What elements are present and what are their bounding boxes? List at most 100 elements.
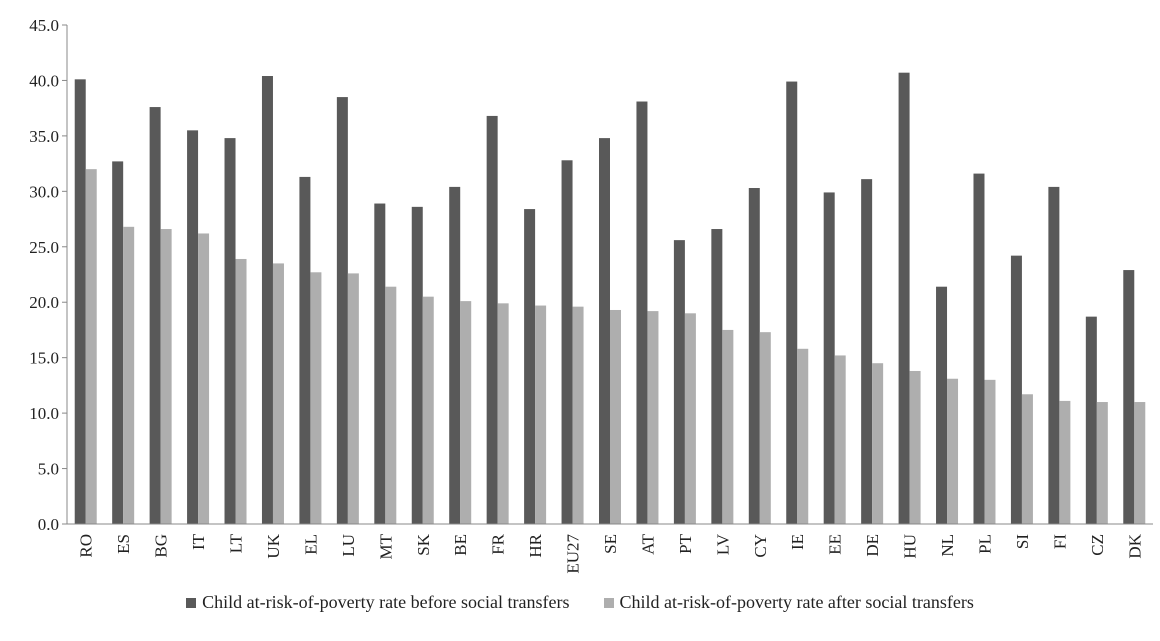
bar-after-IE [797,348,809,524]
bar-before-FI [1048,186,1060,525]
bar-after-RO [85,169,97,524]
bar-before-CZ [1085,316,1097,524]
x-tick-label-BE: BE [451,534,470,556]
x-tick-label-EE: EE [826,534,845,555]
y-axis: 0.0 5.0 10.0 15.0 20.0 25.0 30.0 35.0 40.0 45.0 [29,16,68,534]
bar-after-PT [684,313,696,524]
x-tick-label-NL: NL [938,534,957,557]
bar-after-CY [759,332,771,524]
bar-before-CY [748,188,760,525]
bar-before-DE [861,179,873,524]
bar-after-NL [947,378,959,524]
y-tick-label: 5.0 [38,460,59,479]
bar-after-AT [647,311,659,524]
x-tick-label-IE: IE [788,534,807,550]
x-tick-label-PL: PL [975,534,994,554]
bar-before-PT [673,240,685,524]
x-tick-label-BG: BG [152,534,171,558]
bar-before-IT [187,130,199,524]
x-tick-label-AT: AT [638,533,657,554]
bar-after-EE [834,355,846,524]
x-tick-label-LV: LV [713,533,732,555]
bar-before-DK [1123,270,1135,524]
y-tick-label: 45.0 [29,16,59,35]
bar-before-EU27 [561,160,573,525]
legend-swatch-after [603,597,614,608]
x-tick-label-FI: FI [1050,534,1069,549]
x-tick-label-CZ: CZ [1088,534,1107,556]
bar-after-HU [909,370,921,524]
bar-after-EU27 [572,306,584,524]
bar-after-PL [984,379,996,524]
bar-before-EE [823,192,835,525]
x-tick-label-DK: DK [1125,533,1144,558]
bar-after-SK [422,296,434,524]
bar-before-UK [261,76,273,525]
bar-before-ES [112,161,124,525]
bar-after-FI [1059,400,1071,524]
bar-before-EL [299,176,311,524]
bar-after-LV [722,329,734,524]
x-tick-label-SK: SK [414,533,433,555]
legend-swatch-before [186,597,197,608]
bar-after-HR [535,305,547,524]
bar-before-SI [1010,255,1022,524]
x-tick-label-LT: LT [227,533,246,553]
bar-before-FR [486,115,498,524]
x-axis: RO ES BG IT LT UK EL LU MT SK BE FR HR EU27 SE AT PT LV CY… [67,523,1153,574]
bar-after-EL [310,272,322,524]
bar-before-LU [336,97,348,525]
y-tick-label: 10.0 [29,404,59,423]
bar-after-CZ [1096,402,1108,524]
bar-after-FR [497,303,509,524]
x-tick-label-HU: HU [901,534,920,559]
y-tick-label: 25.0 [29,238,59,257]
legend: Child at-risk-of-poverty rate before soc… [0,592,1160,613]
bar-before-RO [74,79,86,524]
bar-before-NL [936,286,948,524]
x-tick-label-IT: IT [189,533,208,550]
x-tick-label-EU27: EU27 [564,534,583,574]
bar-after-SE [610,309,621,524]
bar-before-HR [524,209,536,524]
x-tick-label-EL: EL [301,534,320,555]
x-tick-label-ES: ES [114,534,133,554]
x-tick-label-SI: SI [1013,534,1032,549]
bar-before-HU [898,72,910,524]
x-tick-label-PT: PT [676,533,695,553]
legend-item-before: Child at-risk-of-poverty rate before soc… [186,592,570,613]
bars-group [74,72,1146,525]
bar-after-DK [1134,402,1146,524]
x-tick-label-CY: CY [751,534,770,558]
bar-after-BG [160,229,172,524]
bar-before-LT [224,138,236,524]
legend-label-after: Child at-risk-of-poverty rate after soci… [619,592,974,612]
bar-after-BE [460,301,472,524]
bar-after-LU [347,273,359,524]
bar-before-SK [411,206,423,524]
x-tick-label-LU: LU [339,534,358,557]
y-tick-label: 20.0 [29,293,59,312]
bar-before-MT [374,203,386,524]
bar-after-IT [198,233,210,524]
bar-before-AT [636,101,648,524]
bar-before-IE [786,81,798,524]
y-tick-label: 15.0 [29,349,59,368]
bar-before-SE [599,138,610,524]
bar-after-ES [123,226,135,524]
bar-after-SI [1021,394,1033,524]
x-tick-label-RO: RO [77,534,96,558]
legend-label-before: Child at-risk-of-poverty rate before soc… [202,592,570,612]
legend-item-after: Child at-risk-of-poverty rate after soci… [603,592,974,613]
bar-after-MT [385,286,397,524]
y-tick-label: 35.0 [29,127,59,146]
x-tick-label-UK: UK [264,533,283,558]
y-tick-label: 40.0 [29,71,59,90]
x-tick-label-FR: FR [489,533,508,554]
bar-before-BG [149,107,161,525]
x-tick-label-SE: SE [601,534,620,554]
y-tick-label: 0.0 [38,515,59,534]
y-tick-label: 30.0 [29,182,59,201]
x-tick-label-HR: HR [526,533,545,557]
bar-before-BE [449,186,461,525]
